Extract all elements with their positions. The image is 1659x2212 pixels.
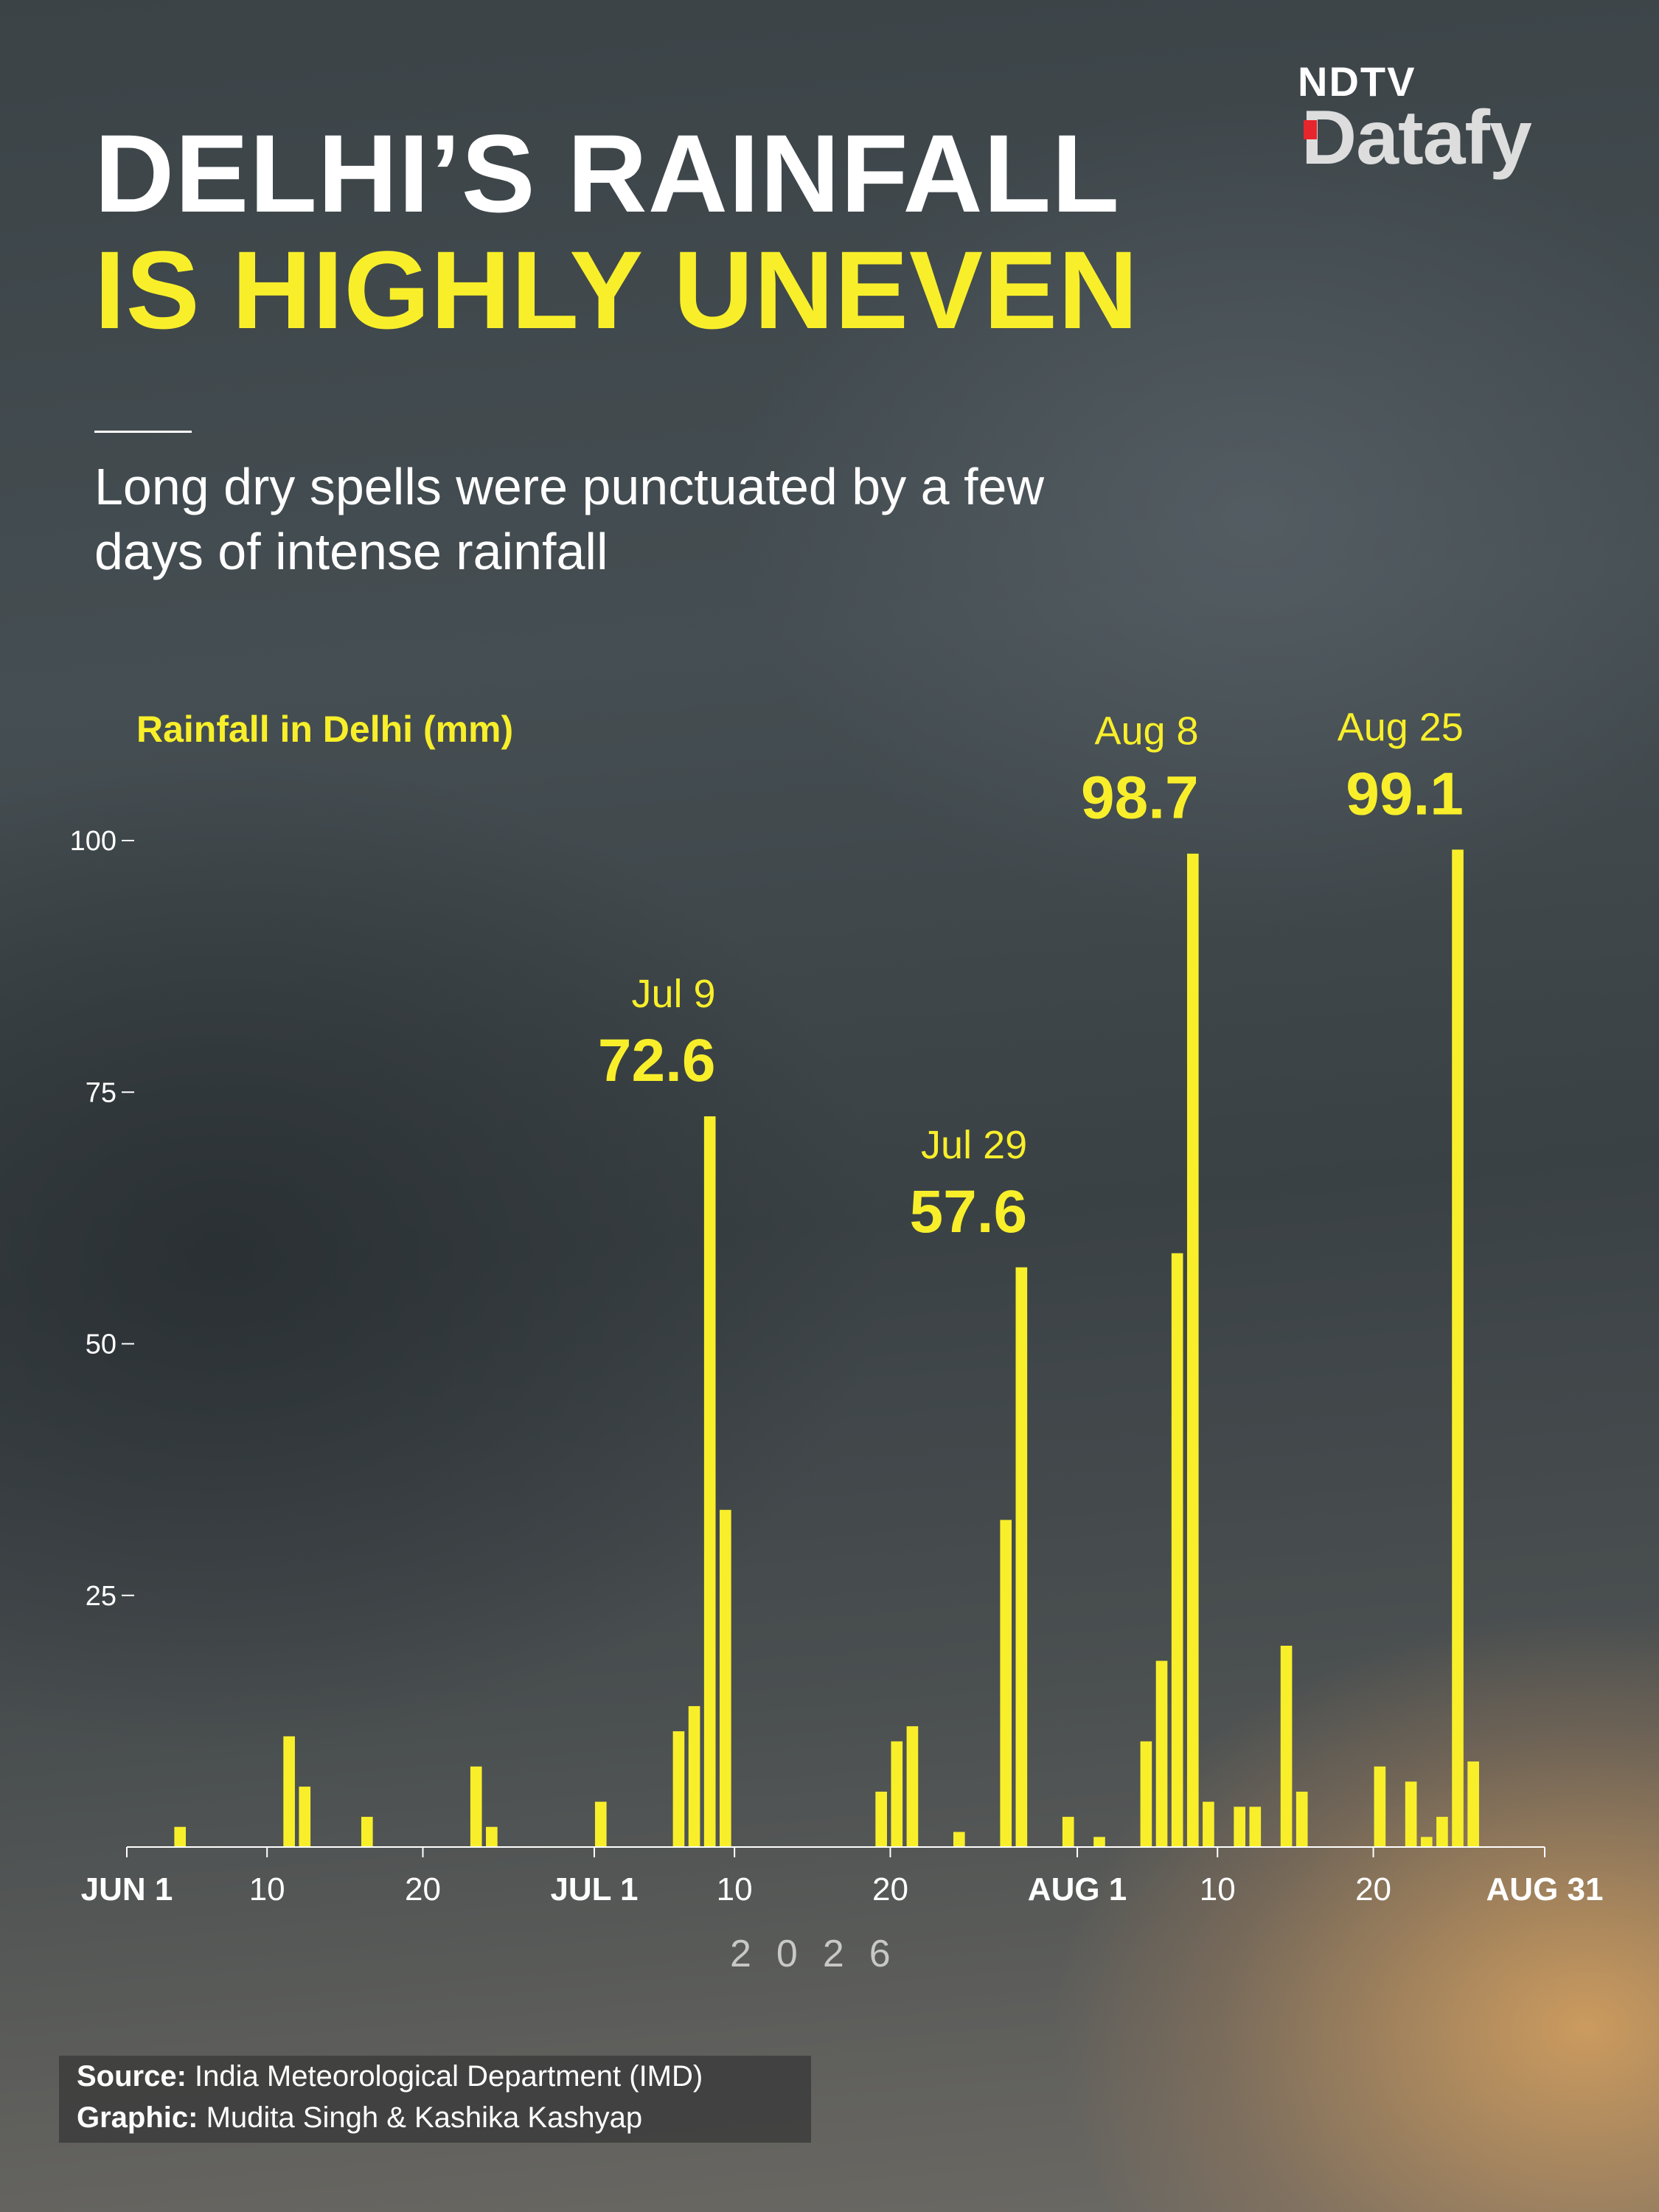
- rainfall-bar: [1436, 1817, 1448, 1847]
- rainfall-bar: [299, 1787, 311, 1847]
- rainfall-bar: [1171, 1253, 1183, 1847]
- rainfall-bar: [594, 1801, 607, 1847]
- annotation-date: Aug 25: [1338, 705, 1464, 749]
- rainfall-bar: [1374, 1766, 1386, 1847]
- divider: [94, 431, 192, 433]
- x-tick-label: JUL 1: [550, 1871, 638, 1907]
- rainfall-bar: [953, 1832, 965, 1847]
- ndtv-logo-text: NDTV: [1298, 58, 1416, 105]
- rainfall-bar: [672, 1731, 685, 1847]
- x-tick-label: 10: [1200, 1871, 1236, 1907]
- y-tick-label: 50: [86, 1329, 116, 1360]
- rainfall-bar: [486, 1826, 498, 1847]
- x-tick-label: AUG 1: [1028, 1871, 1127, 1907]
- rainfall-bar: [906, 1726, 919, 1847]
- graphic-credit: Graphic: Mudita Singh & Kashika Kashyap: [77, 2101, 642, 2135]
- rainfall-bar: [1203, 1801, 1214, 1847]
- datafy-logo-text: Datafy: [1301, 95, 1532, 181]
- rainfall-bar: [1140, 1741, 1152, 1847]
- x-tick-label: JUN 1: [81, 1871, 173, 1907]
- logo-accent-mark: [1304, 120, 1317, 139]
- rainfall-bar: [1155, 1660, 1168, 1847]
- x-tick-label: 20: [872, 1871, 908, 1907]
- annotation-date: Jul 29: [921, 1123, 1027, 1167]
- x-tick-label: 20: [1355, 1871, 1391, 1907]
- rainfall-bar: [361, 1817, 373, 1847]
- annotation-value: 99.1: [1346, 760, 1464, 827]
- rainfall-bar: [720, 1509, 731, 1847]
- rainfall-bar: [1405, 1781, 1417, 1847]
- credits-box: [59, 2056, 811, 2143]
- annotation-value: 72.6: [598, 1027, 716, 1094]
- rainfall-bar: [1467, 1761, 1479, 1847]
- year-label: 2026: [730, 1933, 916, 1975]
- rainfall-bar: [1186, 853, 1199, 1847]
- rainfall-bar: [1295, 1791, 1308, 1847]
- rainfall-bar: [891, 1741, 903, 1847]
- annotation-date: Aug 8: [1094, 709, 1198, 754]
- rainfall-bar: [1280, 1646, 1293, 1847]
- annotation-date: Jul 9: [631, 972, 715, 1016]
- x-tick-label: 10: [249, 1871, 285, 1907]
- rainfall-bar: [1452, 849, 1464, 1847]
- annotation-value: 98.7: [1081, 765, 1199, 832]
- chart-title: Rainfall in Delhi (mm): [136, 709, 514, 750]
- rainfall-bar: [1093, 1837, 1105, 1847]
- rainfall-bar: [283, 1736, 295, 1847]
- x-tick-label: AUG 31: [1486, 1871, 1604, 1907]
- graphic-label: Graphic:: [77, 2101, 198, 2134]
- rainfall-bar: [1249, 1806, 1262, 1847]
- y-tick-label: 100: [70, 826, 116, 857]
- rainfall-bar: [1015, 1267, 1028, 1847]
- rainfall-bar: [703, 1116, 716, 1847]
- x-tick-label: 10: [717, 1871, 753, 1907]
- source-label: Source:: [77, 2060, 187, 2093]
- rainfall-bar: [174, 1826, 187, 1847]
- rainfall-bar: [1420, 1837, 1433, 1847]
- rainfall-bar: [688, 1705, 700, 1847]
- rainfall-bar: [1062, 1817, 1074, 1847]
- rainfall-bar: [1000, 1520, 1012, 1847]
- rainfall-bar: [470, 1766, 482, 1847]
- source-text: India Meteorological Department (IMD): [186, 2060, 703, 2093]
- source-credit: Source: India Meteorological Department …: [77, 2060, 703, 2093]
- annotation-value: 57.6: [910, 1178, 1028, 1245]
- subtitle: Long dry spells were punctuated by a few…: [94, 458, 1044, 580]
- page-title-line-1: DELHI’S RAINFALL: [94, 111, 1120, 235]
- rainfall-bar: [875, 1791, 887, 1847]
- y-tick-label: 25: [86, 1581, 116, 1612]
- page-title-line-2: IS HIGHLY UNEVEN: [94, 228, 1139, 352]
- rainfall-bar: [1234, 1806, 1246, 1847]
- y-tick-label: 75: [86, 1077, 116, 1108]
- x-tick-label: 20: [405, 1871, 441, 1907]
- graphic-text: Mudita Singh & Kashika Kashyap: [198, 2101, 643, 2134]
